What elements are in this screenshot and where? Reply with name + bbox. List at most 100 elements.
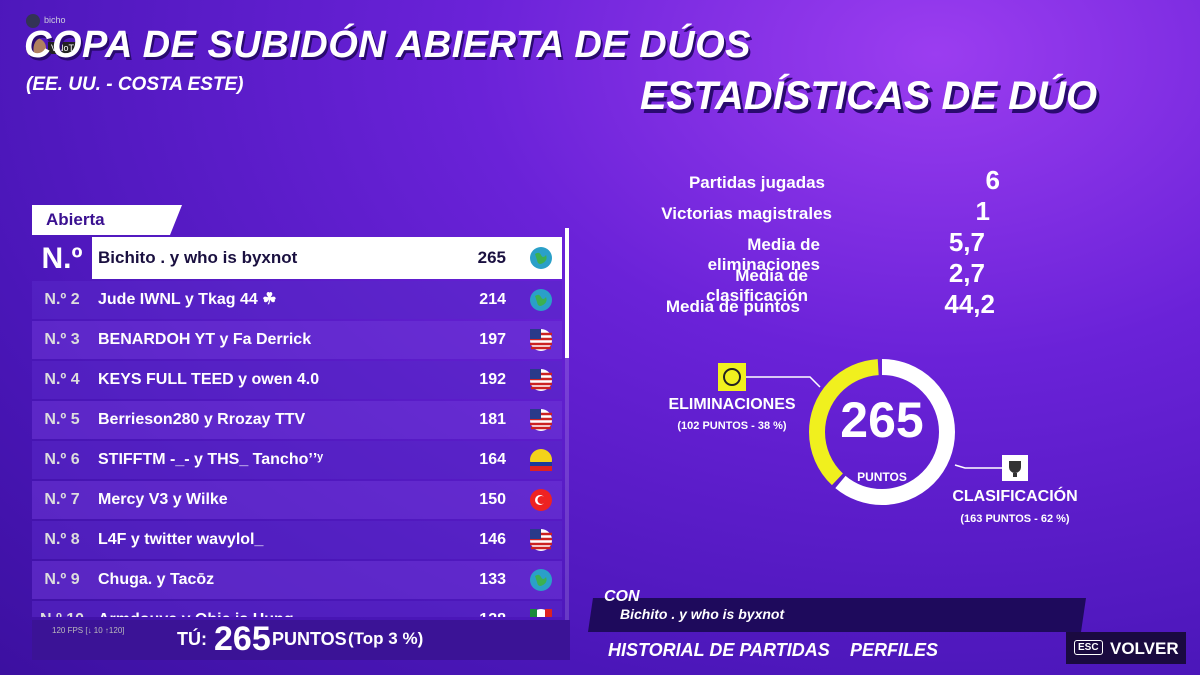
score: 150 (479, 491, 506, 508)
team: BENARDOH YT y Fa Derrick (98, 331, 312, 348)
team: Bichito . y who is byxnot (98, 248, 298, 267)
placement-arc (809, 359, 955, 505)
team: Armdouve y Obie is Hung (98, 601, 294, 617)
you-bar: 120 FPS [↓ 10 ↑120] TÚ: 265 PUNTOS (Top … (32, 620, 570, 660)
rank: N.º 9 (44, 571, 80, 588)
team: Jude IWNL y Tkag 44 ☘ (98, 291, 277, 308)
fps: 120 FPS [↓ 10 ↑120] (52, 626, 125, 635)
stat-label: Media de puntos (665, 297, 800, 316)
row[interactable]: N.º 8 L4F y twitter wavylol_ 146 (32, 521, 562, 559)
flag (530, 369, 552, 396)
stat-label: Media de clasificación (705, 266, 808, 305)
team: STIFFTM -_- y THS_ Tanchoʼʼʸ (98, 451, 324, 468)
tag: VNoT (48, 42, 78, 54)
row[interactable]: N.º 9 Chuga. y Tacōz 133 (32, 561, 562, 599)
stats-title: ESTADÍSTICAS DE DÚO (640, 74, 1098, 118)
team: L4F y twitter wavylol_ (98, 531, 264, 548)
team: Chuga. y Tacōz (98, 571, 215, 588)
score: 214 (479, 291, 506, 308)
elim-icon-mark (723, 368, 741, 386)
scroll-thumb[interactable] (565, 228, 569, 358)
stat-value: 6 (985, 165, 1000, 195)
row[interactable]: N.º 4 KEYS FULL TEED y owen 4.0 192 (32, 361, 562, 399)
trophy-mark (1009, 461, 1021, 477)
you-unit: PUNTOS (272, 629, 347, 649)
rank: N.º 7 (44, 491, 80, 508)
donut-area: 265 PUNTOS ELIMINACIONES (102 PUNTOS - 3… (668, 359, 1078, 525)
stat-value: 44,2 (944, 289, 995, 319)
score: 197 (479, 331, 506, 348)
partner-box (588, 598, 1086, 632)
rank: N.º 8 (44, 531, 80, 548)
team: Mercy V3 y Wilke (98, 491, 228, 508)
stat-label: Victorias magistrales (661, 204, 832, 223)
score: 181 (479, 411, 506, 428)
flag (530, 529, 552, 556)
key: ESC (1074, 640, 1103, 655)
row[interactable]: N.º 10 Armdouve y Obie is Hung 128 (32, 601, 562, 617)
back-button[interactable]: ESC VOLVER (1066, 632, 1186, 664)
team: KEYS FULL TEED y owen 4.0 (98, 371, 320, 388)
elim-icon (718, 363, 746, 391)
rank: N.º 4 (44, 371, 80, 388)
you-top: (Top 3 %) (348, 629, 424, 648)
row[interactable]: N.º 6 STIFFTM -_- y THS_ Tanchoʼʼʸ 164 (32, 441, 562, 479)
connector (746, 376, 821, 388)
score: 128 (479, 601, 506, 617)
stat-value: 5,7 (948, 227, 985, 257)
partner-label: CON (604, 588, 640, 605)
rank: N.º (41, 242, 83, 275)
row[interactable]: N.º 7 Mercy V3 y Wilke 150 (32, 481, 562, 519)
avatar (26, 14, 40, 28)
stat-label: Media de eliminaciones (707, 235, 820, 274)
flag (530, 609, 552, 617)
back: VOLVER (1110, 639, 1179, 658)
flag (530, 449, 552, 476)
rank: N.º 5 (44, 411, 80, 428)
avatar (26, 38, 46, 58)
stat-label: Partidas jugadas (688, 173, 825, 192)
row[interactable]: N.º 5 Berrieson280 y Rrozay TTV 181 (32, 401, 562, 439)
score: 146 (479, 531, 506, 548)
flag (530, 329, 552, 356)
title: COPA DE SUBIDÓN ABIERTA DE DÚOS (24, 24, 751, 66)
place-label: CLASIFICACIÓN (952, 486, 1077, 505)
total: 265 (840, 392, 923, 448)
flag (530, 489, 552, 516)
you-points: 265 (214, 620, 271, 658)
menu-profiles[interactable]: PERFILES (850, 640, 939, 660)
rank: N.º 6 (44, 451, 80, 468)
scroll-track (565, 228, 569, 658)
you-label: TÚ: (177, 629, 207, 649)
flag (530, 409, 552, 436)
flag (530, 247, 552, 274)
rank: N.º 10 (32, 601, 92, 617)
elim-detail: (102 PUNTOS - 38 %) (677, 420, 787, 432)
user: bicho (44, 15, 66, 25)
partner-name: Bichito . y who is byxnot (620, 606, 785, 622)
leaderboard: Bichito . y who is byxnot 265 N.º 2 Jude IW… (32, 237, 562, 617)
stat-value: 1 (975, 196, 990, 226)
score: 265 (477, 248, 506, 267)
team: Berrieson280 y Rrozay TTV (98, 411, 306, 428)
total-unit: PUNTOS (857, 470, 907, 484)
place-detail: (163 PUNTOS - 62 %) (960, 513, 1070, 525)
rank: N.º 3 (44, 331, 80, 348)
flag (530, 289, 552, 316)
elim-label: ELIMINACIONES (668, 396, 795, 413)
score: 164 (479, 451, 506, 468)
eliminations-arc (809, 359, 955, 505)
row[interactable]: Bichito . y who is byxnot 265 (92, 237, 562, 279)
row[interactable]: N.º 2 Jude IWNL y Tkag 44 ☘ 214 (32, 281, 562, 319)
score: 133 (479, 571, 506, 588)
stat-value: 2,7 (948, 258, 985, 288)
score: 192 (479, 371, 506, 388)
menu-history[interactable]: HISTORIAL DE PARTIDAS (608, 640, 830, 660)
connector (954, 464, 1002, 469)
subtitle: (EE. UU. - COSTA ESTE) (26, 74, 244, 95)
tab[interactable]: Abierta (32, 205, 182, 235)
flag (530, 569, 552, 596)
rank: N.º 2 (44, 291, 80, 308)
row[interactable]: N.º 3 BENARDOH YT y Fa Derrick 197 (32, 321, 562, 359)
